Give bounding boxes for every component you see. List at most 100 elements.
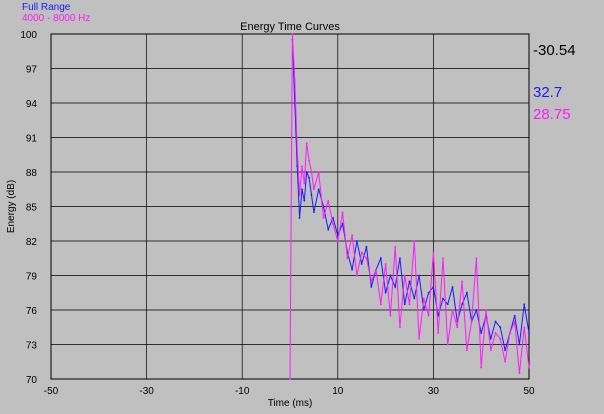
- series-2-point: [370, 280, 373, 283]
- series-2-point: [451, 309, 454, 311]
- series-1-point: [427, 291, 430, 294]
- series-2-point: [296, 148, 299, 150]
- series-2-point: [394, 245, 397, 248]
- legend: Full Range 4000 - 8000 Hz: [22, 2, 90, 24]
- series-1-point: [461, 303, 463, 306]
- series-1-point: [451, 286, 454, 288]
- series-1-point: [305, 171, 308, 173]
- series-1-point: [475, 309, 478, 311]
- series-2-point: [399, 326, 401, 329]
- series-2-point: [384, 263, 387, 265]
- series-line-2: [289, 33, 530, 380]
- readout-full-range: 32.7: [533, 84, 563, 101]
- readout-top: -30.54: [533, 42, 576, 59]
- series-1-point: [523, 303, 526, 306]
- series-1-point: [418, 274, 420, 277]
- y-tick-label: 94: [26, 99, 38, 110]
- series-1-point: [313, 211, 315, 214]
- series-2-point: [513, 320, 516, 323]
- y-tick-label: 73: [26, 341, 38, 352]
- y-axis-title: Energy (dB): [6, 180, 17, 233]
- y-tick-label: 88: [26, 168, 38, 179]
- series-2-point: [301, 165, 303, 168]
- series-1-point: [365, 245, 368, 248]
- series-2-point: [465, 349, 468, 352]
- series-2-point: [494, 332, 497, 334]
- series-1-point: [310, 194, 313, 196]
- readout-4000-8000: 28.75: [533, 106, 571, 123]
- series-1-point: [327, 228, 330, 231]
- series-2-point: [480, 366, 483, 369]
- series-2-point: [305, 142, 308, 145]
- x-tick-label: 10: [332, 386, 344, 397]
- series-1-point: [301, 188, 303, 191]
- series-2-point: [356, 274, 358, 277]
- series-2-point: [379, 303, 382, 306]
- legend-entry-4000-8000: 4000 - 8000 Hz: [22, 13, 91, 24]
- series-2-point: [489, 349, 492, 352]
- series-1-point: [303, 199, 306, 202]
- series-2-point: [336, 240, 339, 242]
- series-2-point: [375, 268, 377, 271]
- series-2-point: [475, 257, 478, 260]
- series-2-point: [317, 171, 320, 173]
- series-1-point: [384, 291, 387, 294]
- series-1-point: [394, 286, 397, 288]
- series-1-point: [437, 314, 440, 317]
- series-1-point: [442, 297, 444, 300]
- series-2-point: [437, 332, 440, 334]
- series-2-point: [346, 257, 349, 260]
- series-1-point: [332, 217, 334, 219]
- series-1-point: [465, 291, 468, 294]
- series-2-point: [298, 194, 301, 196]
- series-1-point: [351, 268, 354, 271]
- series-1-point: [413, 297, 416, 300]
- series-2-point: [413, 240, 416, 242]
- series-2-point: [442, 257, 444, 260]
- series-2-point: [427, 314, 430, 317]
- series-2-point: [408, 303, 411, 306]
- x-axis-title: Time (ms): [268, 398, 313, 409]
- series-2-point: [365, 257, 368, 260]
- series-2-point: [523, 326, 526, 329]
- y-tick-label: 100: [20, 30, 37, 41]
- series-1-point: [422, 309, 425, 311]
- series-1-point: [322, 205, 325, 208]
- series-2-point: [289, 378, 291, 380]
- chart-title: Energy Time Curves: [240, 21, 340, 33]
- series-1-point: [370, 286, 373, 288]
- series-2-point: [327, 199, 330, 202]
- series-1-point: [403, 303, 406, 306]
- series-2-point: [341, 211, 344, 214]
- series-1-point: [317, 188, 320, 191]
- series-1-point: [389, 274, 392, 277]
- series-1-point: [499, 326, 502, 329]
- y-tick-label: 70: [26, 375, 38, 386]
- x-tick-label: 30: [428, 386, 440, 397]
- series-1-point: [432, 286, 435, 288]
- series-2-point: [446, 343, 449, 346]
- series-2-point: [485, 309, 487, 311]
- series-1-point: [489, 337, 492, 340]
- series-1-point: [298, 217, 301, 219]
- y-tick-label: 76: [26, 306, 38, 317]
- y-tick-label: 85: [26, 203, 38, 214]
- series-2-point: [518, 372, 521, 375]
- series-1-point: [379, 257, 382, 260]
- series-2-point: [422, 297, 425, 300]
- series-2-point: [528, 366, 530, 369]
- x-tick-label: 50: [523, 386, 535, 397]
- x-tick-label: -10: [235, 386, 250, 397]
- series-1-point: [446, 303, 449, 306]
- x-tick-label: -30: [139, 386, 154, 397]
- series-2-point: [504, 360, 506, 363]
- series-1-point: [480, 332, 483, 334]
- series-line-1: [291, 39, 530, 351]
- series-2-point: [432, 251, 435, 254]
- series-2-point: [456, 326, 459, 329]
- series-2-point: [351, 234, 354, 237]
- series-2-point: [470, 320, 473, 323]
- series-2-point: [389, 314, 392, 317]
- x-tick-label: -50: [44, 386, 59, 397]
